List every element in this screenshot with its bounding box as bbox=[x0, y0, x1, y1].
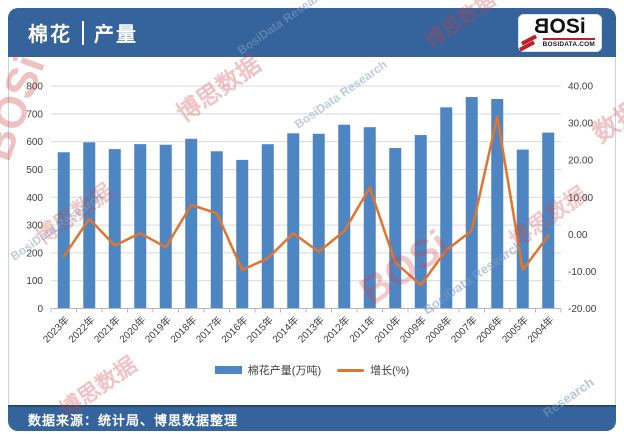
production-bar bbox=[236, 159, 249, 309]
left-axis-tick-label: 400 bbox=[26, 193, 43, 204]
left-axis-tick-label: 700 bbox=[26, 109, 43, 120]
left-axis-tick-label: 200 bbox=[26, 248, 43, 259]
production-bar bbox=[159, 144, 172, 309]
production-bar bbox=[363, 127, 376, 309]
x-axis-category-label: 2012年 bbox=[320, 313, 352, 345]
x-axis-category-label: 2005年 bbox=[499, 313, 531, 345]
left-axis-tick-label: 800 bbox=[26, 82, 43, 93]
bar-swatch-icon bbox=[214, 366, 242, 374]
x-axis-category-label: 2017年 bbox=[193, 313, 225, 345]
logo-letter-b: B bbox=[534, 14, 550, 38]
x-axis-category-label: 2007年 bbox=[448, 313, 480, 345]
production-bar bbox=[440, 107, 453, 309]
legend-item-growth: 增长(%) bbox=[337, 362, 409, 378]
right-axis-tick-label: 20.00 bbox=[568, 156, 593, 167]
production-bar bbox=[465, 97, 478, 309]
production-bar bbox=[414, 135, 427, 309]
right-axis-tick-label: 10.00 bbox=[568, 193, 593, 204]
legend-label-production: 棉花产量(万吨) bbox=[247, 365, 322, 377]
right-axis-tick-label: 40.00 bbox=[568, 82, 593, 93]
x-axis-category-label: 2019年 bbox=[142, 313, 174, 345]
data-source-note: 数据来源：统计局、博思数据整理 bbox=[28, 412, 239, 428]
bosi-logo: BOSi BOSIDATA.COM bbox=[518, 13, 602, 52]
production-bar bbox=[57, 152, 70, 309]
x-axis-category-label: 2022年 bbox=[65, 313, 97, 345]
page-title: 棉花 产量 bbox=[28, 18, 138, 47]
x-axis-category-label: 2016年 bbox=[218, 313, 250, 345]
x-axis-category-label: 2023年 bbox=[40, 313, 72, 345]
right-axis-tick-label: 0.00 bbox=[568, 230, 588, 241]
production-bar bbox=[83, 142, 96, 309]
x-axis-category-label: 2010年 bbox=[371, 313, 403, 345]
x-axis-category-label: 2008年 bbox=[422, 313, 454, 345]
x-axis-category-label: 2009年 bbox=[397, 313, 429, 345]
x-axis-category-label: 2006年 bbox=[473, 313, 505, 345]
x-axis-category-label: 2011年 bbox=[346, 313, 377, 344]
x-axis-category-label: 2015年 bbox=[244, 313, 276, 345]
production-bar bbox=[134, 144, 147, 309]
left-axis-tick-label: 300 bbox=[26, 221, 43, 232]
x-axis-category-label: 2018年 bbox=[167, 313, 199, 345]
chart-panel: 800 700 600 500 400 300 200 100 0 40.00 30.00 20.00… bbox=[8, 57, 616, 405]
production-growth-chart: 800 700 600 500 400 300 200 100 0 40.00 30.00 20.00… bbox=[26, 82, 597, 346]
production-bar bbox=[185, 138, 198, 309]
production-bar bbox=[287, 133, 300, 309]
growth-line bbox=[62, 115, 550, 287]
production-bar bbox=[261, 144, 274, 309]
x-axis-category-label: 2021年 bbox=[91, 313, 123, 345]
right-axis-tick-label: 30.00 bbox=[568, 119, 593, 130]
x-axis-category-label: 2004年 bbox=[524, 313, 556, 345]
logo-wordmark: BOSi bbox=[518, 15, 602, 39]
logo-domain: BOSIDATA.COM bbox=[542, 37, 595, 48]
chart-legend: 棉花产量(万吨) 增长(%) bbox=[9, 361, 615, 379]
production-bar bbox=[389, 148, 402, 309]
right-axis-tick-label: -20.00 bbox=[568, 304, 597, 315]
production-bar bbox=[312, 133, 325, 309]
logo-letters-osi: OSi bbox=[549, 14, 586, 38]
production-bar bbox=[210, 151, 223, 309]
production-bar bbox=[491, 98, 504, 309]
x-axis-category-label: 2013年 bbox=[295, 313, 327, 345]
production-bar bbox=[338, 124, 351, 309]
production-bar bbox=[542, 132, 555, 309]
left-axis-tick-label: 0 bbox=[37, 304, 43, 315]
legend-item-production: 棉花产量(万吨) bbox=[214, 362, 322, 378]
legend-label-growth: 增长(%) bbox=[370, 365, 410, 377]
right-axis-tick-label: -10.00 bbox=[568, 267, 597, 278]
title-separator bbox=[82, 20, 84, 45]
x-axis-category-label: 2020年 bbox=[116, 313, 148, 345]
left-axis-tick-label: 500 bbox=[26, 165, 43, 176]
x-axis-category-label: 2014年 bbox=[269, 313, 301, 345]
footer-bar: 数据来源：统计局、博思数据整理 bbox=[8, 405, 616, 431]
production-bar bbox=[108, 149, 121, 309]
left-axis-tick-label: 100 bbox=[26, 276, 43, 287]
title-right: 产量 bbox=[94, 24, 138, 46]
left-axis-tick-label: 600 bbox=[26, 137, 43, 148]
line-swatch-icon bbox=[337, 368, 365, 372]
production-bar bbox=[516, 149, 529, 309]
title-left: 棉花 bbox=[28, 24, 72, 46]
header-bar: 棉花 产量 BOSi BOSIDATA.COM bbox=[8, 8, 616, 57]
